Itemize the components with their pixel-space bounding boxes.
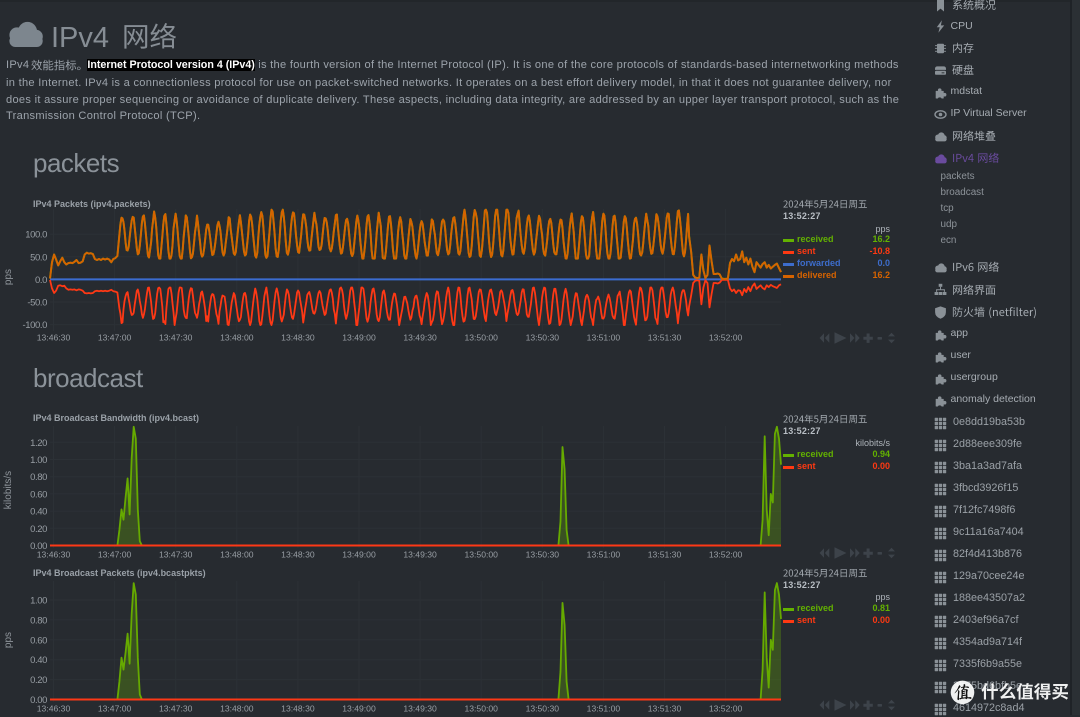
svg-text:0.00: 0.00 — [30, 541, 47, 552]
svg-text:13:47:00: 13:47:00 — [98, 333, 132, 343]
svg-text:0.40: 0.40 — [30, 655, 47, 666]
svg-text:100.0: 100.0 — [25, 230, 47, 241]
svg-text:1.00: 1.00 — [30, 455, 47, 466]
svg-text:13:50:00: 13:50:00 — [464, 550, 498, 560]
svg-text:0.80: 0.80 — [30, 472, 47, 483]
svg-text:13:48:00: 13:48:00 — [220, 704, 254, 714]
svg-text:13:49:00: 13:49:00 — [342, 704, 376, 714]
svg-text:13:48:30: 13:48:30 — [281, 333, 315, 343]
svg-text:13:47:30: 13:47:30 — [159, 704, 193, 714]
svg-text:1.20: 1.20 — [30, 438, 47, 449]
svg-text:13:52:00: 13:52:00 — [709, 550, 743, 560]
svg-text:13:46:30: 13:46:30 — [37, 550, 71, 560]
svg-text:13:50:30: 13:50:30 — [526, 333, 560, 343]
svg-text:13:50:30: 13:50:30 — [526, 550, 560, 560]
svg-text:13:51:30: 13:51:30 — [648, 550, 682, 560]
svg-text:13:51:00: 13:51:00 — [587, 550, 621, 560]
svg-text:0.20: 0.20 — [30, 675, 47, 686]
svg-text:13:47:00: 13:47:00 — [98, 550, 132, 560]
svg-text:0.60: 0.60 — [30, 635, 47, 646]
svg-text:13:49:30: 13:49:30 — [403, 550, 437, 560]
svg-text:13:51:00: 13:51:00 — [587, 704, 621, 714]
svg-text:13:47:30: 13:47:30 — [159, 333, 193, 343]
svg-text:13:47:30: 13:47:30 — [159, 550, 193, 560]
svg-text:13:48:30: 13:48:30 — [281, 550, 315, 560]
svg-text:13:51:30: 13:51:30 — [648, 333, 682, 343]
svg-text:13:48:30: 13:48:30 — [281, 704, 315, 714]
svg-text:13:52:00: 13:52:00 — [709, 704, 743, 714]
svg-text:-100.0: -100.0 — [22, 320, 47, 331]
svg-text:13:46:30: 13:46:30 — [37, 704, 71, 714]
svg-text:13:49:30: 13:49:30 — [403, 704, 437, 714]
svg-text:13:47:00: 13:47:00 — [98, 704, 132, 714]
svg-text:13:46:30: 13:46:30 — [37, 333, 71, 343]
svg-text:0.40: 0.40 — [30, 507, 47, 518]
svg-text:0.20: 0.20 — [30, 524, 47, 535]
svg-text:13:49:00: 13:49:00 — [342, 550, 376, 560]
svg-text:13:50:30: 13:50:30 — [526, 704, 560, 714]
svg-text:1.00: 1.00 — [30, 596, 47, 607]
svg-text:13:48:00: 13:48:00 — [220, 333, 254, 343]
svg-text:0.60: 0.60 — [30, 489, 47, 500]
svg-text:-50.0: -50.0 — [27, 298, 47, 309]
svg-text:13:52:00: 13:52:00 — [709, 333, 743, 343]
svg-text:13:49:00: 13:49:00 — [342, 333, 376, 343]
svg-text:0.00: 0.00 — [30, 695, 47, 706]
svg-text:13:49:30: 13:49:30 — [403, 333, 437, 343]
svg-text:13:48:00: 13:48:00 — [220, 550, 254, 560]
svg-text:0.80: 0.80 — [30, 615, 47, 626]
svg-text:13:51:00: 13:51:00 — [587, 333, 621, 343]
svg-text:13:51:30: 13:51:30 — [648, 704, 682, 714]
svg-text:0.0: 0.0 — [35, 275, 47, 286]
svg-text:50.0: 50.0 — [30, 252, 47, 263]
svg-text:13:50:00: 13:50:00 — [464, 333, 498, 343]
svg-text:13:50:00: 13:50:00 — [464, 704, 498, 714]
